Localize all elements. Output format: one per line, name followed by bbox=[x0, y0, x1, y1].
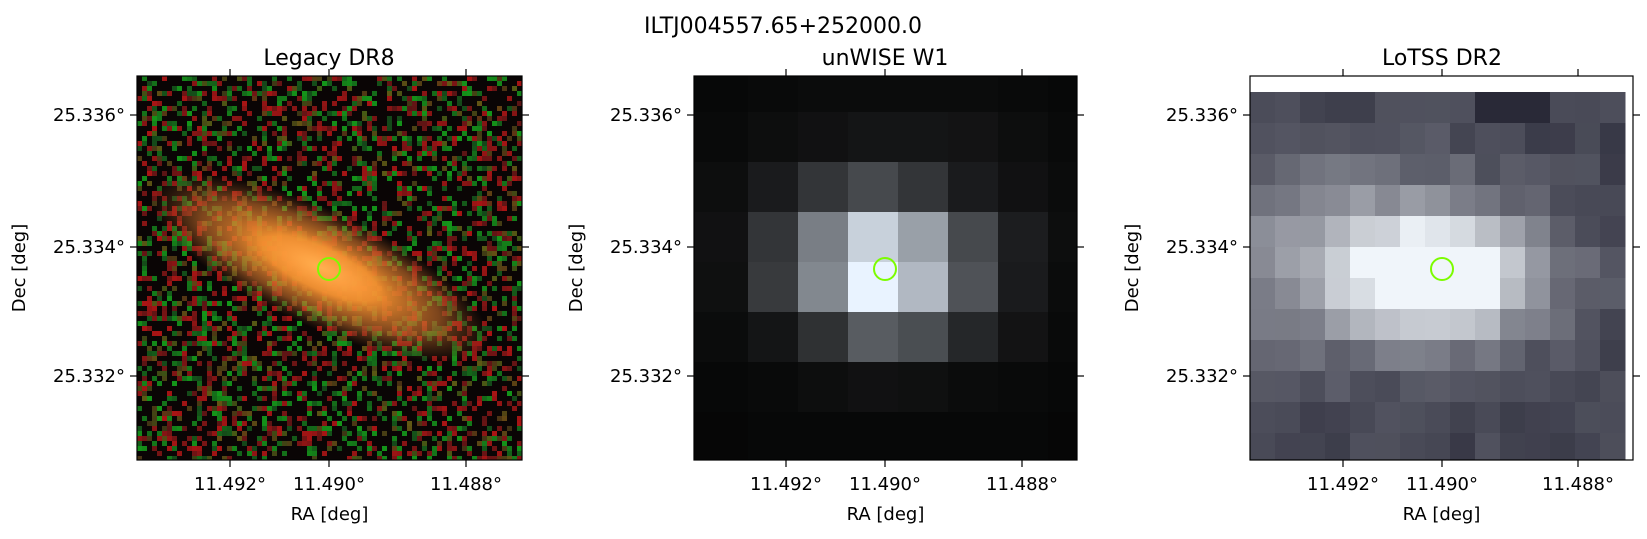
panel-unwise: unWISE W1 bbox=[693, 46, 1078, 461]
y-axis-label: Dec [deg] bbox=[566, 224, 587, 313]
x-tick-label: 11.492° bbox=[194, 474, 266, 495]
y-tick-label: 25.332° bbox=[1166, 366, 1238, 387]
x-tick-label: 11.488° bbox=[430, 474, 502, 495]
axes-lotss: 11.492° 11.490° 11.488° 25.336° 25.334° 25.33… bbox=[1122, 69, 1640, 525]
axes-legacy: 11.492° 11.490° 11.488° 25.336° 25.334° 25.33… bbox=[9, 69, 529, 525]
x-axis-label: RA [deg] bbox=[847, 504, 925, 525]
x-tick-label: 11.488° bbox=[986, 474, 1058, 495]
y-tick-label: 25.336° bbox=[53, 105, 125, 126]
y-tick-label: 25.334° bbox=[53, 237, 125, 258]
source-marker bbox=[873, 257, 897, 281]
x-tick-label: 11.490° bbox=[1406, 474, 1478, 495]
x-tick-label: 11.492° bbox=[750, 474, 822, 495]
x-tick-label: 11.490° bbox=[849, 474, 921, 495]
y-tick-label: 25.332° bbox=[610, 366, 682, 387]
source-marker bbox=[1430, 257, 1454, 281]
y-axis-label: Dec [deg] bbox=[9, 224, 30, 313]
unwise-pixel-grid bbox=[694, 76, 1077, 460]
axes-unwise: 11.492° 11.490° 11.488° 25.336° 25.334° 25.33… bbox=[566, 69, 1084, 525]
x-axis-label: RA [deg] bbox=[291, 504, 369, 525]
panel-lotss: LoTSS DR2 bbox=[1249, 46, 1634, 461]
panel-title: Legacy DR8 bbox=[263, 46, 394, 71]
panel-legacy: Legacy DR8 bbox=[136, 46, 523, 461]
y-tick-label: 25.334° bbox=[610, 237, 682, 258]
x-axis-label: RA [deg] bbox=[1403, 504, 1481, 525]
y-axis-label: Dec [deg] bbox=[1122, 224, 1143, 313]
y-tick-label: 25.336° bbox=[610, 105, 682, 126]
x-tick-label: 11.488° bbox=[1542, 474, 1614, 495]
x-tick-label: 11.492° bbox=[1307, 474, 1379, 495]
y-tick-label: 25.334° bbox=[1166, 237, 1238, 258]
panel-title: LoTSS DR2 bbox=[1382, 46, 1502, 71]
lotss-pixel-grid bbox=[1250, 92, 1626, 460]
x-tick-label: 11.490° bbox=[293, 474, 365, 495]
figure-title: ILTJ004557.65+252000.0 bbox=[644, 14, 922, 39]
panel-title: unWISE W1 bbox=[822, 46, 949, 71]
galaxy-core bbox=[257, 230, 387, 306]
y-tick-label: 25.332° bbox=[53, 366, 125, 387]
y-tick-label: 25.336° bbox=[1166, 105, 1238, 126]
source-marker bbox=[317, 257, 341, 281]
